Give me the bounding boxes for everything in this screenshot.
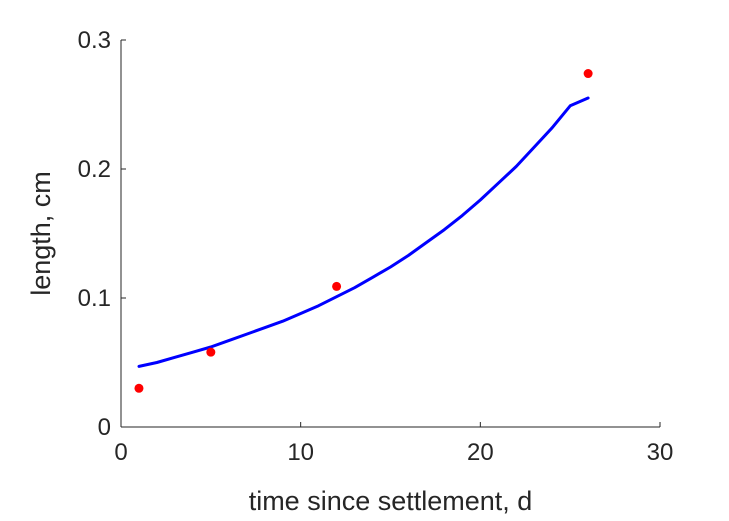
data-point (332, 281, 342, 291)
x-tick-label: 20 (467, 439, 494, 466)
data-point (134, 383, 144, 393)
fitted-curve (137, 96, 590, 368)
y-tick-label: 0.2 (78, 156, 111, 183)
plot-series (134, 69, 593, 393)
y-tick-label: 0.1 (78, 285, 111, 312)
ticks: 0 10 20 30 0 0.1 0.2 0.3 (78, 27, 674, 466)
data-point (206, 347, 216, 357)
y-tick-label: 0 (98, 414, 111, 441)
y-axis-label: length, cm (26, 171, 56, 296)
x-tick-label: 30 (647, 439, 674, 466)
x-axis-label: time since settlement, d (249, 486, 533, 516)
data-point (583, 69, 593, 79)
x-tick-label: 0 (114, 439, 127, 466)
axes: 0 10 20 30 0 0.1 0.2 0.3 (78, 27, 674, 466)
x-tick-label: 10 (287, 439, 314, 466)
y-tick-label: 0.3 (78, 27, 111, 54)
